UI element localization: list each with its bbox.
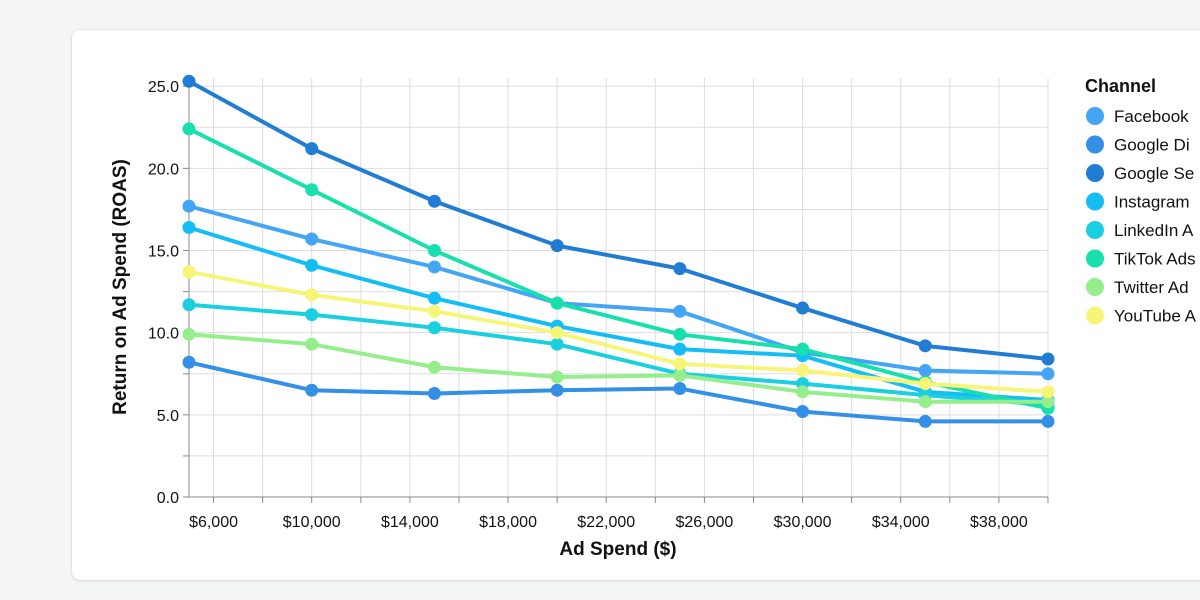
data-point [182,355,196,369]
legend-swatch [1086,306,1104,325]
data-point [305,337,319,351]
series-line [187,302,1050,407]
legend-swatch [1086,192,1104,211]
axes: $6,000 $10,000 $14,000 $18,000 $22,000 $26,00… [148,78,1049,531]
series-group [182,74,1055,428]
data-point [918,377,932,391]
series-line [187,126,1050,411]
data-point [305,288,319,302]
data-point [305,232,319,246]
data-point [796,385,810,399]
data-point [918,339,932,353]
legend-label: YouTube A [1114,307,1197,326]
data-point [427,291,441,305]
data-point [182,199,196,213]
data-point [305,258,319,272]
data-point [1041,395,1055,409]
x-tick-label: $14,000 [381,514,439,531]
data-point [182,265,196,279]
data-point [427,260,441,274]
x-tick-label: $10,000 [283,514,341,531]
data-point [427,194,441,208]
data-point [550,337,564,351]
data-point [796,342,810,356]
x-axis-title: Ad Spend ($) [559,539,676,560]
x-tick-label: $30,000 [774,514,832,531]
data-point [1041,367,1055,381]
data-point [305,308,319,322]
data-point [427,244,441,258]
legend: Channel Facebook Google Di Google Se Instag… [1085,76,1197,326]
data-point [427,386,441,400]
y-axis-title: Return on Ad Spend (ROAS) [110,159,131,415]
legend-label: TikTok Ads [1114,250,1196,269]
data-point [182,74,196,88]
legend-swatch [1086,107,1104,125]
data-point [796,301,810,315]
series-line [187,269,1050,394]
x-tick-label: $34,000 [872,514,930,531]
data-point [550,239,564,253]
data-point [918,414,932,428]
y-tick-label: 5.0 [157,408,179,425]
x-tick-label: $38,000 [970,514,1028,531]
data-point [550,383,564,397]
legend-swatch [1086,135,1104,154]
data-point [918,395,932,409]
series-line [187,360,1050,424]
data-point [427,321,441,335]
legend-swatch [1086,249,1104,268]
data-point [305,383,319,397]
data-point [182,221,196,235]
grid [189,78,1049,498]
x-tick-label: $22,000 [577,514,635,531]
y-tick-label: 25.0 [148,79,179,96]
data-point [673,327,687,341]
data-point [673,342,687,356]
y-tick-label: 15.0 [148,244,179,261]
data-point [550,296,564,310]
legend-label: Twitter Ad [1114,278,1189,297]
x-tick-label: $6,000 [189,514,238,531]
data-point [182,122,196,136]
series-line [187,79,1050,361]
data-point [305,183,319,197]
data-point [427,304,441,318]
data-point [427,360,441,374]
data-point [673,382,687,396]
legend-label: Instagram [1114,193,1190,212]
data-point [673,368,687,382]
y-tick-label: 10.0 [148,326,179,343]
x-tick-label: $18,000 [479,514,537,531]
data-point [796,405,810,419]
data-point [673,357,687,371]
data-point [305,142,319,156]
data-point [796,363,810,377]
data-point [1041,385,1055,399]
series-line [187,225,1050,403]
legend-swatch [1086,221,1104,239]
legend-label: Google Di [1114,136,1190,155]
y-tick-label: 0.0 [157,490,179,507]
legend-swatch [1086,164,1104,182]
series-line [187,332,1050,404]
data-point [918,363,932,377]
data-point [182,298,196,312]
y-tick-label: 20.0 [148,161,179,178]
legend-title: Channel [1085,76,1156,96]
x-tick-label: $26,000 [675,514,733,531]
data-point [550,326,564,340]
data-point [550,370,564,384]
legend-label: Facebook [1114,107,1189,126]
legend-swatch [1086,278,1104,296]
data-point [1041,414,1055,428]
data-point [673,262,687,276]
data-point [1041,352,1055,366]
series-line [187,204,1050,376]
data-point [182,327,196,341]
legend-label: LinkedIn A [1114,221,1194,240]
legend-label: Google Se [1114,164,1194,183]
data-point [673,304,687,318]
